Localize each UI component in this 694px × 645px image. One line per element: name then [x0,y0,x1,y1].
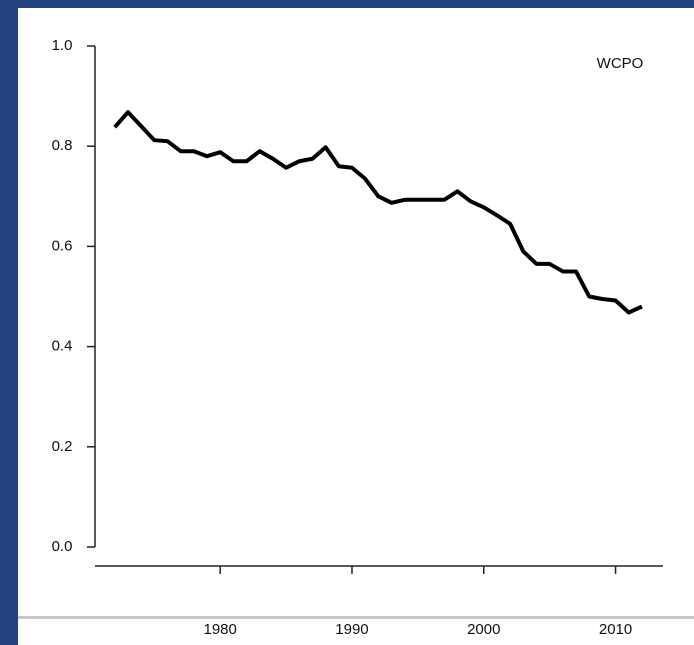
y-tick-label: 0.0 [52,538,73,555]
frame-top [0,0,694,8]
frame-left [0,0,18,645]
y-tick-label: 1.0 [52,37,73,54]
x-tick-label: 1990 [335,621,368,638]
frame-bottom [18,616,694,619]
y-tick-label: 0.4 [52,338,73,355]
x-tick-label: 2010 [599,621,632,638]
y-tick-label: 0.2 [52,438,73,455]
data-line [113,110,643,315]
y-tick-label: 0.8 [52,137,73,154]
x-tick-label: 2000 [467,621,500,638]
x-tick-label: 1980 [204,621,237,638]
annotation: WCPO [597,55,644,72]
y-tick-label: 0.6 [52,237,73,254]
